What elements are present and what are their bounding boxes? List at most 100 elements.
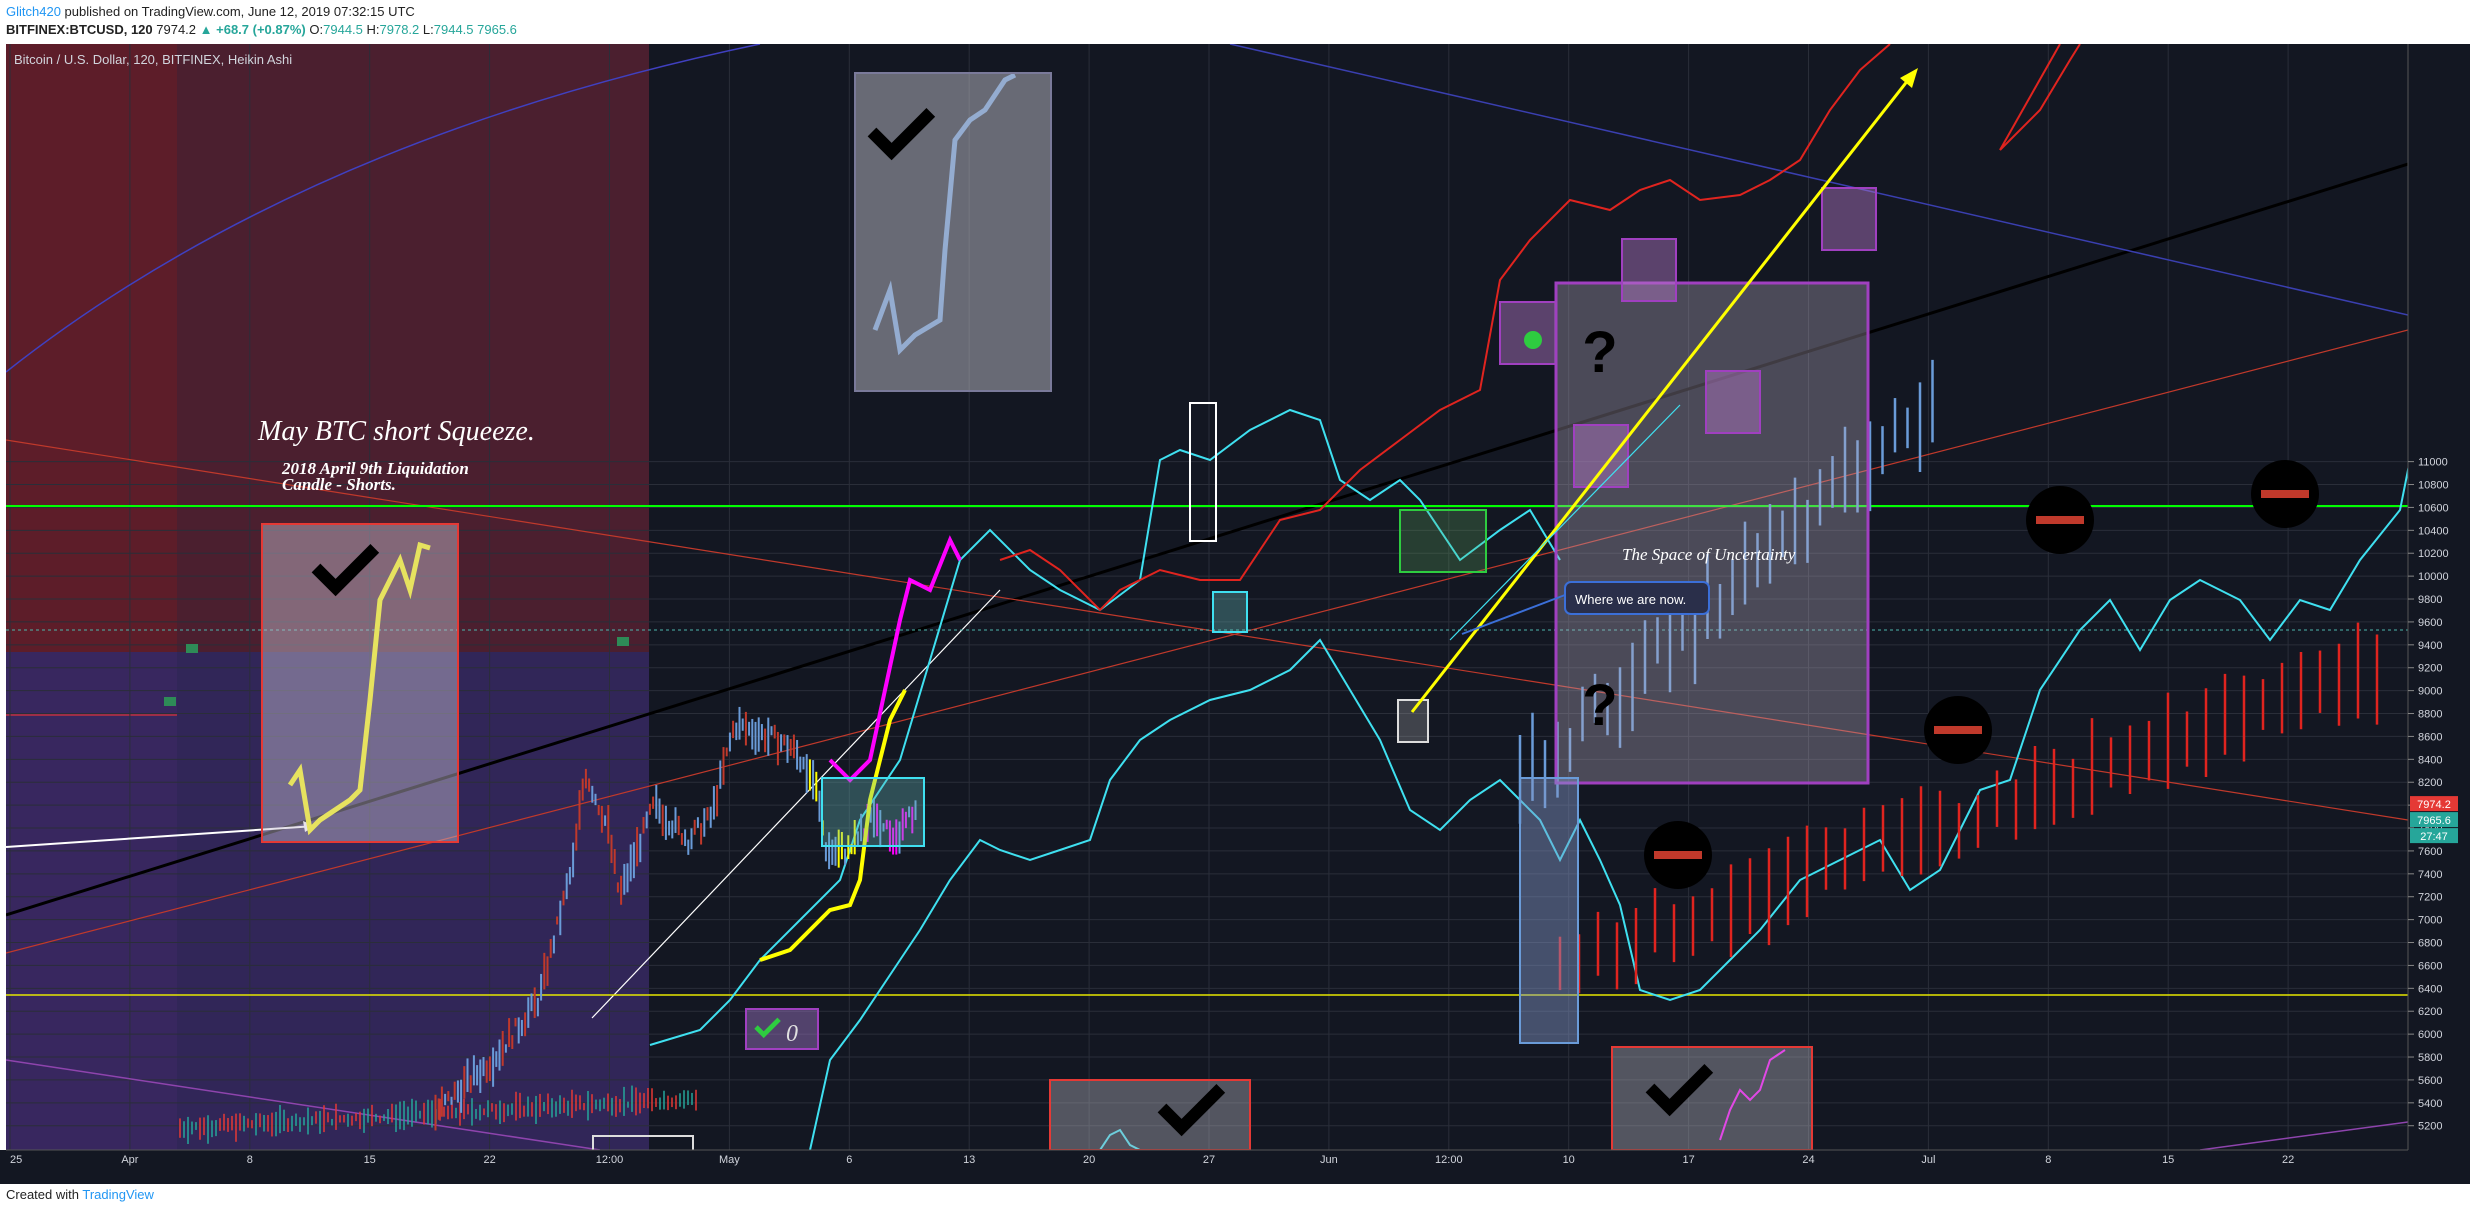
footer: Created with TradingView	[0, 1184, 2470, 1208]
zone-purple	[177, 652, 649, 1150]
price-label-box	[2410, 796, 2458, 812]
publish-text: published on TradingView.com, June 12, 2…	[64, 4, 415, 19]
flag-marker	[617, 637, 629, 646]
y-tick-label: 6800	[2418, 938, 2442, 950]
high-value: 7978.2	[379, 22, 420, 37]
y-tick-label: 5400	[2418, 1098, 2442, 1110]
yellow-squeeze-path	[287, 541, 431, 836]
y-tick-label: 7600	[2418, 846, 2442, 858]
y-tick-label: 8600	[2418, 731, 2442, 743]
checkmark-squeeze	[311, 544, 380, 597]
box-uncertainty	[1554, 281, 1870, 785]
checkmark-bottom-right	[1645, 1064, 1714, 1117]
annotation-liquidation-1: 2018 April 9th Liquidation	[281, 459, 469, 478]
time-axis[interactable]	[0, 1150, 2470, 1184]
kijun-line-red	[999, 44, 1891, 612]
arrow-white	[6, 825, 316, 848]
x-tick-label: 20	[1083, 1154, 1095, 1166]
x-tick-label: 15	[2162, 1154, 2174, 1166]
symbol-label: BITFINEX:BTCUSD, 120	[6, 22, 153, 37]
flag-marker	[186, 644, 198, 653]
line-cyan	[1449, 404, 1681, 641]
box-purple-2	[1621, 238, 1677, 302]
box-cyan-small	[1212, 591, 1248, 633]
chart-svg[interactable]: May BTC short Squeeze. 2018 April 9th Liq…	[0, 44, 2470, 1192]
x-tick-label: 25	[10, 1154, 22, 1166]
box-purple-5	[1821, 187, 1877, 251]
y-tick-label: 10200	[2418, 548, 2449, 560]
chart-title: Bitcoin / U.S. Dollar, 120, BITFINEX, He…	[14, 52, 292, 67]
red-spike	[1999, 44, 2061, 151]
callout-pointer	[1461, 594, 1566, 635]
zero-label: 0	[786, 1021, 798, 1047]
y-tick-label: 6400	[2418, 983, 2442, 995]
price-label-box	[2410, 828, 2458, 844]
trendline-black[interactable]	[6, 162, 2408, 917]
footer-text: Created with TradingView	[6, 1187, 154, 1202]
zone-dark-red	[6, 44, 177, 652]
yellow-may-path	[759, 689, 907, 962]
y-tick-label: 9000	[2418, 686, 2442, 698]
x-tick-label: May	[719, 1154, 740, 1166]
y-tick-label: 5200	[2418, 1121, 2442, 1133]
question-mark-top: ?	[1582, 320, 1617, 385]
y-tick-label: 11000	[2418, 457, 2448, 469]
price-axis[interactable]	[2408, 44, 2470, 1192]
y-tick-label: 9800	[2418, 594, 2442, 606]
ichimoku-layer	[649, 44, 2408, 1150]
box-purple-4	[1705, 370, 1761, 434]
high-label: H:	[366, 22, 380, 37]
chart-area[interactable]: May BTC short Squeeze. 2018 April 9th Liq…	[0, 44, 2470, 1192]
arc-blue	[6, 44, 761, 373]
x-tick-label: 8	[2045, 1154, 2051, 1166]
overlays-layer: May BTC short Squeeze. 2018 April 9th Liq…	[164, 68, 2319, 1150]
x-tick-label: 6	[846, 1154, 852, 1166]
y-tick-label: 7000	[2418, 915, 2442, 927]
box-inset-chart	[854, 72, 1052, 392]
y-tick-label: 10600	[2418, 502, 2449, 514]
arrow-yellow	[1410, 74, 1914, 713]
trendline-red-up[interactable]	[6, 329, 2408, 954]
created-with: Created with	[6, 1187, 79, 1202]
y-tick-label: 8200	[2418, 777, 2442, 789]
tradingview-logo[interactable]: TradingView	[82, 1187, 154, 1202]
blackout-bar	[2261, 490, 2309, 498]
x-tick-label: 22	[2282, 1154, 2294, 1166]
annotation-where-we-are: Where we are now.	[1575, 592, 1686, 607]
author-link[interactable]: Glitch420	[6, 4, 61, 19]
x-tick-label: 10	[1563, 1154, 1575, 1166]
last-price: 7974.2	[156, 22, 197, 37]
zone-dark-purple	[6, 652, 177, 1150]
y-tick-label: 7200	[2418, 892, 2442, 904]
cloud-line-lower	[809, 464, 2408, 1150]
x-tick-label: Apr	[121, 1154, 138, 1166]
price-label: 7974.2	[2417, 799, 2451, 811]
box-check-bottom-right	[1611, 1046, 1813, 1150]
annotation-uncertainty: The Space of Uncertainty	[1622, 545, 1796, 564]
callout-box	[1564, 581, 1710, 615]
blackout-bar	[2036, 516, 2084, 524]
y-tick-label: 5600	[2418, 1075, 2442, 1087]
checkmark-small-green	[754, 1017, 781, 1039]
x-tick-label: 24	[1802, 1154, 1814, 1166]
low-label: L:	[422, 22, 434, 37]
magenta-path	[828, 535, 962, 783]
y-tick-label: 10000	[2418, 571, 2449, 583]
annotation-liquidation-2: Candle - Shorts.	[282, 475, 396, 494]
x-tick-label: Jul	[1921, 1154, 1935, 1166]
candles-layer	[179, 72, 2379, 1150]
green-marker	[1524, 331, 1542, 349]
price-label: 7965.6	[2417, 815, 2451, 827]
kijun-line-red-right	[1999, 44, 2081, 151]
trendline-blue[interactable]	[1229, 44, 2408, 316]
price-change: ▲ +68.7 (+0.87%)	[199, 22, 306, 37]
question-mark-bottom: ?	[1582, 673, 1617, 738]
trendline-purple-right	[2199, 1121, 2408, 1150]
x-tick-label: 12:00	[596, 1154, 624, 1166]
header: Glitch420 published on TradingView.com, …	[0, 0, 2470, 44]
y-tick-label: 5800	[2418, 1052, 2442, 1064]
trendline-white	[591, 589, 1001, 1019]
y-tick-label: 6200	[2418, 1006, 2442, 1018]
checkmark-inset	[867, 108, 936, 161]
y-tick-label: 9200	[2418, 663, 2442, 675]
